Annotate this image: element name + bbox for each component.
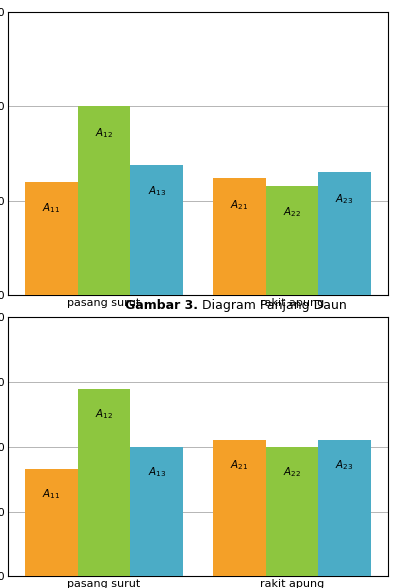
Bar <box>25 182 78 295</box>
Text: $A_{12}$: $A_{12}$ <box>95 126 113 140</box>
Text: $A_{12}$: $A_{12}$ <box>95 407 113 420</box>
Bar <box>318 172 371 295</box>
Legend: tingkat 1, tingkat 2, tingkat 3: tingkat 1, tingkat 2, tingkat 3 <box>86 387 310 397</box>
Bar <box>78 389 130 576</box>
Bar <box>130 165 183 295</box>
Text: $A_{23}$: $A_{23}$ <box>335 459 354 472</box>
Text: $A_{13}$: $A_{13}$ <box>148 465 166 479</box>
Bar <box>213 178 266 295</box>
Text: $A_{13}$: $A_{13}$ <box>148 185 166 199</box>
Text: $A_{21}$: $A_{21}$ <box>230 459 248 472</box>
Text: $A_{22}$: $A_{22}$ <box>283 465 301 479</box>
Bar <box>266 186 318 295</box>
Text: Diagram Panjang Daun: Diagram Panjang Daun <box>198 299 347 312</box>
Bar <box>25 469 78 576</box>
Text: $A_{11}$: $A_{11}$ <box>42 487 61 502</box>
Bar <box>78 106 130 295</box>
Text: $A_{11}$: $A_{11}$ <box>42 202 61 215</box>
Text: $A_{23}$: $A_{23}$ <box>335 192 354 206</box>
Text: Gambar 3.: Gambar 3. <box>125 299 198 312</box>
Text: $A_{21}$: $A_{21}$ <box>230 198 248 212</box>
Bar <box>318 440 371 576</box>
Bar <box>130 447 183 576</box>
Text: $A_{22}$: $A_{22}$ <box>283 205 301 219</box>
Bar <box>266 447 318 576</box>
Bar <box>213 440 266 576</box>
